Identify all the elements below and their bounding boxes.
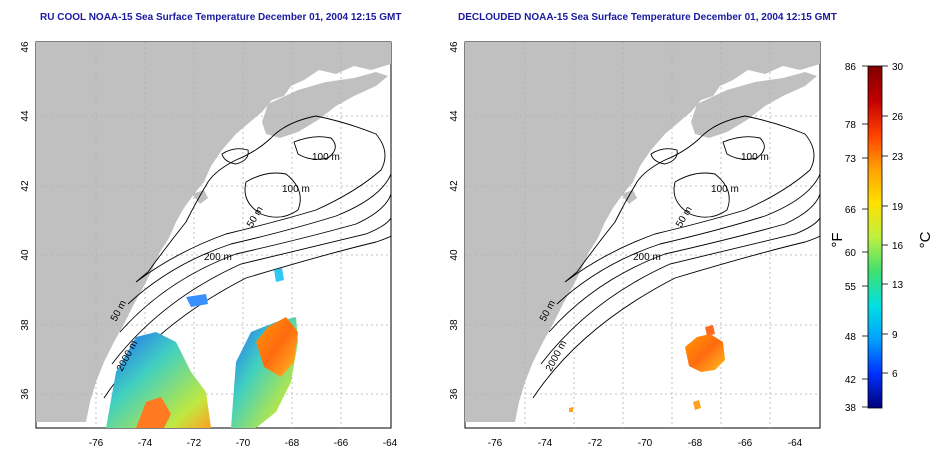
svg-text:-64: -64 — [383, 438, 398, 449]
svg-text:9: 9 — [892, 330, 898, 341]
svg-text:55: 55 — [845, 282, 857, 293]
svg-text:-66: -66 — [334, 438, 349, 449]
svg-text:16: 16 — [892, 241, 904, 252]
svg-text:30: 30 — [892, 62, 904, 73]
svg-text:86: 86 — [845, 62, 857, 73]
svg-text:38: 38 — [20, 319, 31, 331]
svg-text:66: 66 — [845, 205, 857, 216]
svg-text:-66: -66 — [738, 438, 753, 449]
svg-text:-76: -76 — [488, 438, 503, 449]
svg-text:73: 73 — [845, 154, 857, 165]
contour-label: 100 m — [711, 184, 739, 195]
svg-text:78: 78 — [845, 120, 857, 131]
svg-text:13: 13 — [892, 280, 904, 291]
svg-text:-72: -72 — [588, 438, 603, 449]
left-map-title: RU COOL NOAA-15 Sea Surface Temperature … — [40, 12, 402, 23]
left-lat-ticks: 36 38 40 42 44 46 — [20, 41, 31, 400]
contour-label: 100 m — [282, 184, 310, 195]
svg-text:60: 60 — [845, 248, 857, 259]
contour-label: 200 m — [633, 252, 661, 263]
celsius-tick-marks — [882, 65, 888, 374]
right-sst-data — [569, 325, 725, 412]
svg-text:-72: -72 — [187, 438, 202, 449]
svg-text:-74: -74 — [538, 438, 553, 449]
svg-text:44: 44 — [20, 110, 31, 122]
svg-text:-70: -70 — [638, 438, 653, 449]
svg-text:42: 42 — [20, 180, 31, 192]
svg-text:40: 40 — [449, 249, 460, 261]
contour-label: 100 m — [312, 152, 340, 163]
svg-text:-64: -64 — [788, 438, 803, 449]
svg-text:23: 23 — [892, 152, 904, 163]
right-map-title: DECLOUDED NOAA-15 Sea Surface Temperatur… — [458, 12, 837, 23]
svg-text:46: 46 — [20, 41, 31, 53]
svg-text:44: 44 — [449, 110, 460, 122]
left-map-panel: 100 m 100 m 50 m 200 m 50 m 2000 m -76 -… — [20, 41, 398, 449]
svg-text:46: 46 — [449, 41, 460, 53]
contour-label: 100 m — [741, 152, 769, 163]
svg-text:42: 42 — [449, 180, 460, 192]
svg-text:-68: -68 — [688, 438, 703, 449]
svg-text:19: 19 — [892, 202, 904, 213]
temperature-colorbar: 86 78 73 66 60 55 48 42 38 30 26 23 19 1… — [829, 62, 934, 414]
left-lon-ticks: -76 -74 -72 -70 -68 -66 -64 — [89, 438, 398, 449]
right-lat-ticks: 36 38 40 42 44 46 — [449, 41, 460, 400]
svg-text:-76: -76 — [89, 438, 104, 449]
svg-text:36: 36 — [449, 388, 460, 400]
svg-text:-74: -74 — [138, 438, 153, 449]
fahrenheit-ticks: 86 78 73 66 60 55 48 42 38 — [845, 62, 857, 414]
svg-text:36: 36 — [20, 388, 31, 400]
svg-text:-70: -70 — [236, 438, 251, 449]
svg-text:26: 26 — [892, 112, 904, 123]
svg-text:42: 42 — [845, 375, 857, 386]
celsius-axis-label: °C — [917, 231, 934, 248]
colorbar-gradient — [867, 65, 883, 409]
svg-text:48: 48 — [845, 332, 857, 343]
right-map-panel: 100 m 100 m 50 m 200 m 50 m 2000 m -76 -… — [449, 41, 821, 449]
svg-text:6: 6 — [892, 369, 898, 380]
celsius-ticks: 30 26 23 19 16 13 9 6 — [892, 62, 904, 380]
contour-label: 200 m — [204, 252, 232, 263]
svg-text:-68: -68 — [285, 438, 300, 449]
fahrenheit-axis-label: °F — [829, 232, 846, 247]
left-sst-data — [106, 268, 298, 428]
fahrenheit-tick-marks — [862, 65, 868, 408]
right-lon-ticks: -76 -74 -72 -70 -68 -66 -64 — [488, 438, 803, 449]
svg-text:38: 38 — [845, 403, 857, 414]
svg-text:40: 40 — [20, 249, 31, 261]
svg-text:38: 38 — [449, 319, 460, 331]
